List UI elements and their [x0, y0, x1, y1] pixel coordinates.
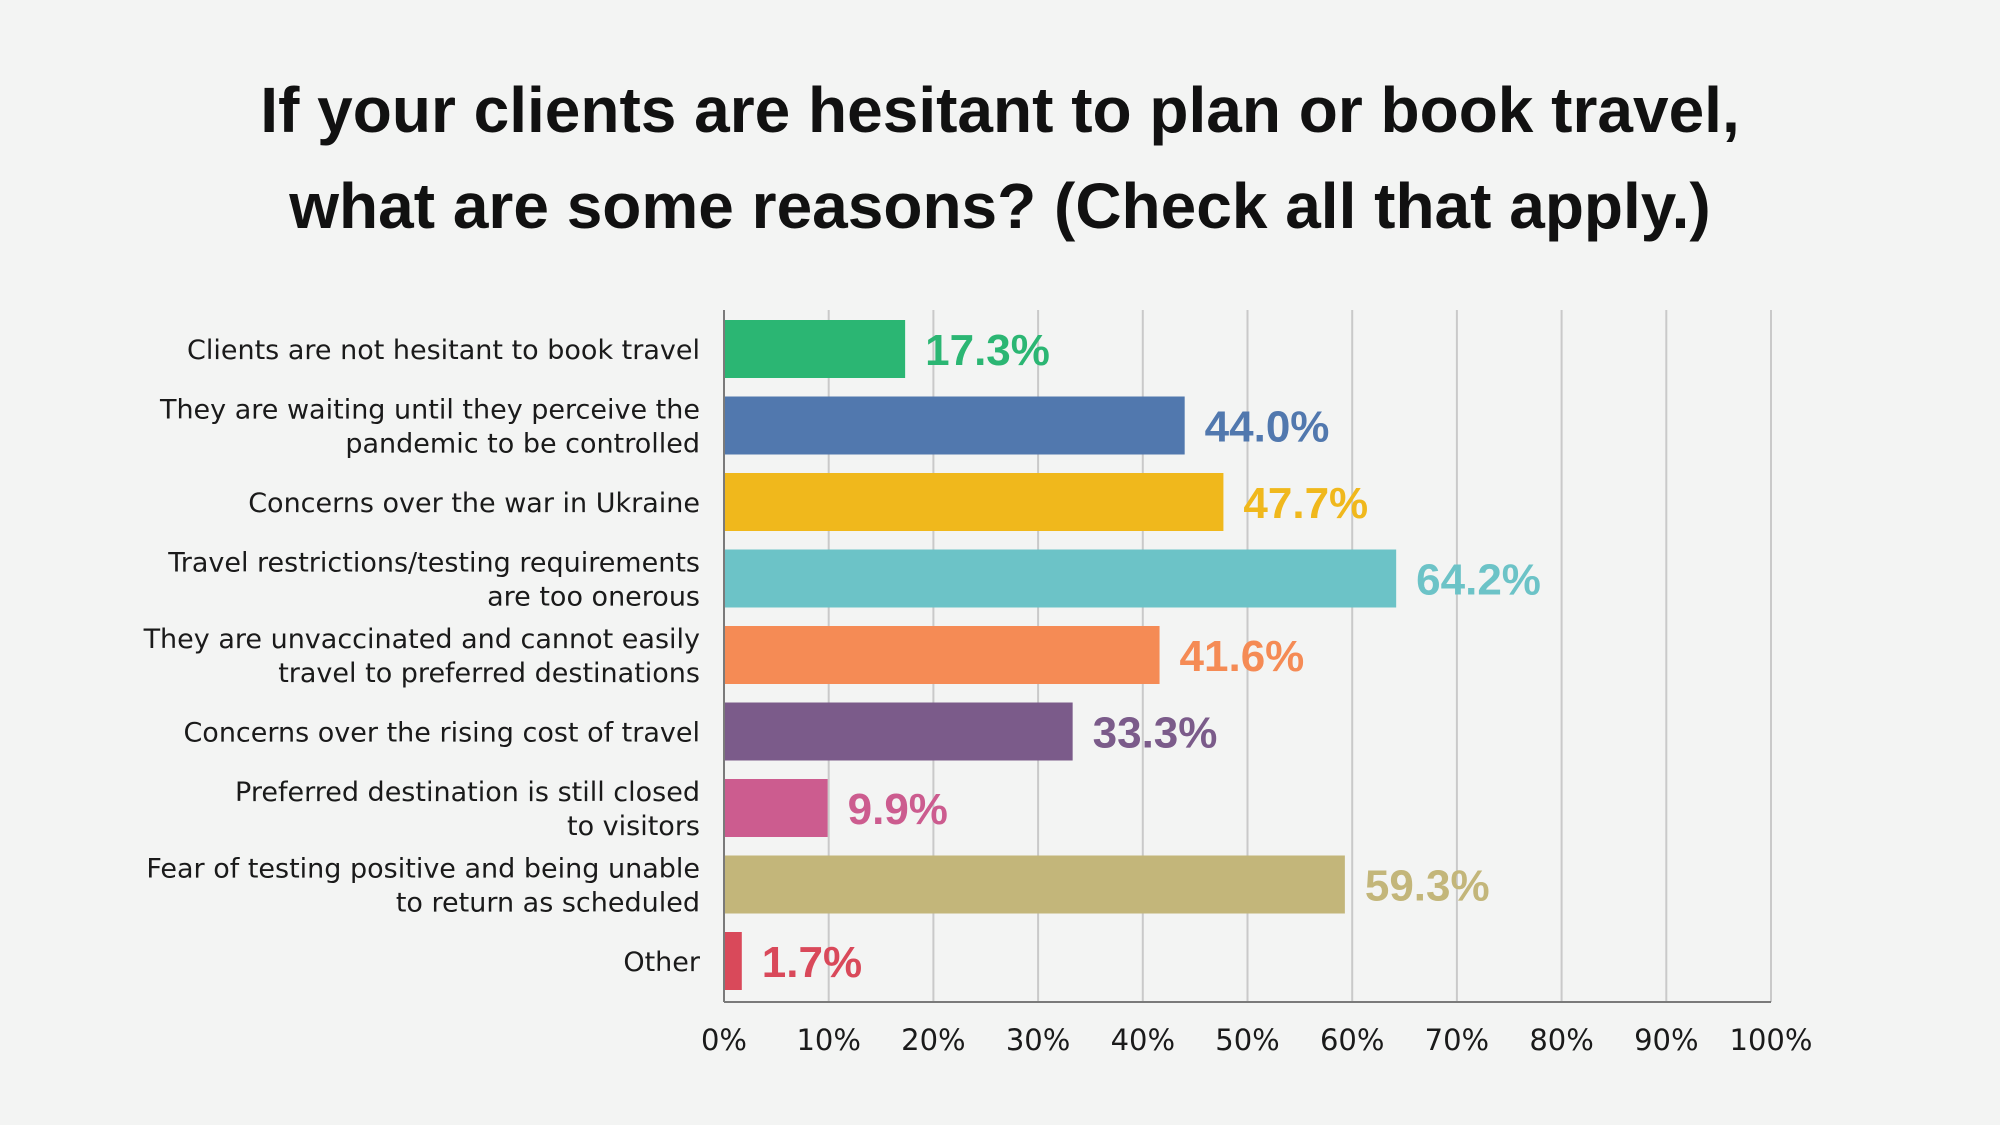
value-labels: 17.3% 44.0% 47.7% 64.2% 41.6% 33.3% 9.9% 59.3% 1…	[762, 326, 1541, 987]
bars	[724, 320, 1397, 990]
tick-label: 30%	[1006, 1023, 1070, 1057]
bar	[724, 473, 1224, 531]
category-label: Other	[623, 947, 701, 978]
bar	[724, 855, 1345, 914]
category-label: Preferred destination is still closed	[235, 777, 700, 808]
bar	[724, 626, 1160, 684]
x-axis-tick-labels: 0% 10% 20% 30% 40% 50% 60% 70% 80% 90% 100%	[701, 1023, 1812, 1057]
value-label: 1.7%	[762, 938, 862, 987]
tick-label: 40%	[1111, 1023, 1175, 1057]
category-label: are too onerous	[487, 582, 700, 613]
bar	[724, 320, 906, 378]
category-label: They are unvaccinated and cannot easily	[143, 624, 700, 655]
category-label: Concerns over the war in Ukraine	[248, 488, 700, 519]
tick-label: 80%	[1529, 1023, 1593, 1057]
value-label: 33.3%	[1093, 709, 1218, 758]
chart-title: If your clients are hesitant to plan or …	[260, 74, 1739, 242]
bar	[724, 549, 1397, 608]
value-label: 59.3%	[1365, 862, 1490, 911]
tick-label: 10%	[796, 1023, 860, 1057]
category-label: Travel restrictions/testing requirements	[167, 548, 700, 579]
tick-label: 20%	[901, 1023, 965, 1057]
category-label: to visitors	[567, 811, 700, 842]
category-label: Fear of testing positive and being unabl…	[146, 854, 700, 885]
value-label: 44.0%	[1205, 403, 1330, 452]
tick-label: 0%	[701, 1023, 747, 1057]
bar	[724, 396, 1185, 455]
category-label: to return as scheduled	[396, 888, 700, 919]
value-label: 47.7%	[1243, 479, 1368, 528]
axes	[723, 310, 1771, 1003]
category-labels: Clients are not hesitant to book travel T…	[143, 335, 701, 978]
chart-title-line-2: what are some reasons? (Check all that a…	[288, 170, 1710, 242]
value-label: 17.3%	[925, 326, 1050, 375]
value-label: 9.9%	[848, 785, 948, 834]
tick-label: 70%	[1425, 1023, 1489, 1057]
tick-label: 60%	[1320, 1023, 1384, 1057]
category-label: They are waiting until they perceive the	[159, 395, 700, 426]
bar	[724, 702, 1073, 761]
chart-title-line-1: If your clients are hesitant to plan or …	[260, 74, 1739, 146]
tick-label: 50%	[1215, 1023, 1279, 1057]
value-label: 64.2%	[1416, 556, 1541, 605]
bar	[724, 932, 742, 990]
category-label: Concerns over the rising cost of travel	[183, 718, 700, 749]
value-label: 41.6%	[1180, 632, 1305, 681]
bar	[724, 779, 828, 837]
category-label: Clients are not hesitant to book travel	[187, 335, 700, 366]
category-label: travel to preferred destinations	[278, 658, 700, 689]
category-label: pandemic to be controlled	[345, 429, 700, 460]
tick-label: 100%	[1730, 1023, 1813, 1057]
tick-label: 90%	[1634, 1023, 1698, 1057]
